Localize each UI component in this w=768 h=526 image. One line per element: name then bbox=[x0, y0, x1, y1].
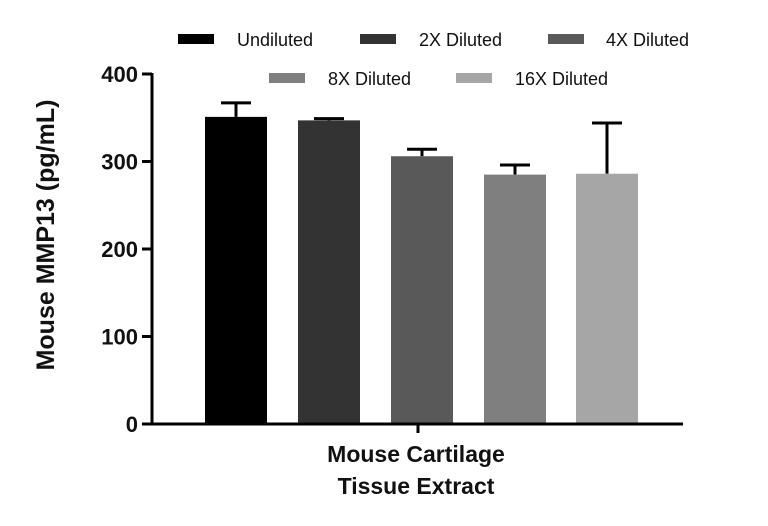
x-axis bbox=[151, 422, 683, 433]
legend-label: 8X Diluted bbox=[328, 69, 411, 89]
bar-16x-diluted bbox=[576, 173, 638, 424]
legend-swatch bbox=[456, 73, 492, 83]
y-tick-label: 300 bbox=[101, 150, 138, 175]
bar-8x-diluted bbox=[484, 174, 546, 424]
legend: Undiluted 2X Diluted 4X Diluted 8X Diluted 1… bbox=[178, 30, 689, 89]
plot-area bbox=[205, 101, 638, 424]
x-axis-title-line-2: Tissue Extract bbox=[338, 473, 495, 499]
legend-swatch bbox=[178, 34, 214, 44]
y-tick-label: 100 bbox=[101, 325, 138, 350]
legend-swatch bbox=[360, 34, 396, 44]
legend-label: 2X Diluted bbox=[419, 30, 502, 50]
y-tick-label: 400 bbox=[101, 62, 138, 87]
legend-label: 16X Diluted bbox=[515, 69, 608, 89]
legend-label: Undiluted bbox=[237, 30, 313, 50]
bar-2x-diluted bbox=[298, 120, 360, 424]
y-axis: 0 100 200 300 400 bbox=[101, 62, 154, 437]
legend-swatch bbox=[269, 73, 305, 83]
y-tick-label: 200 bbox=[101, 237, 138, 262]
x-axis-title-line-1: Mouse Cartilage bbox=[327, 441, 505, 467]
legend-label: 4X Diluted bbox=[606, 30, 689, 50]
y-tick-label: 0 bbox=[126, 412, 138, 437]
legend-swatch bbox=[548, 34, 584, 44]
bar-4x-diluted bbox=[391, 156, 453, 424]
y-axis-title: Mouse MMP13 (pg/mL) bbox=[32, 100, 60, 371]
bar-undiluted bbox=[205, 116, 267, 424]
